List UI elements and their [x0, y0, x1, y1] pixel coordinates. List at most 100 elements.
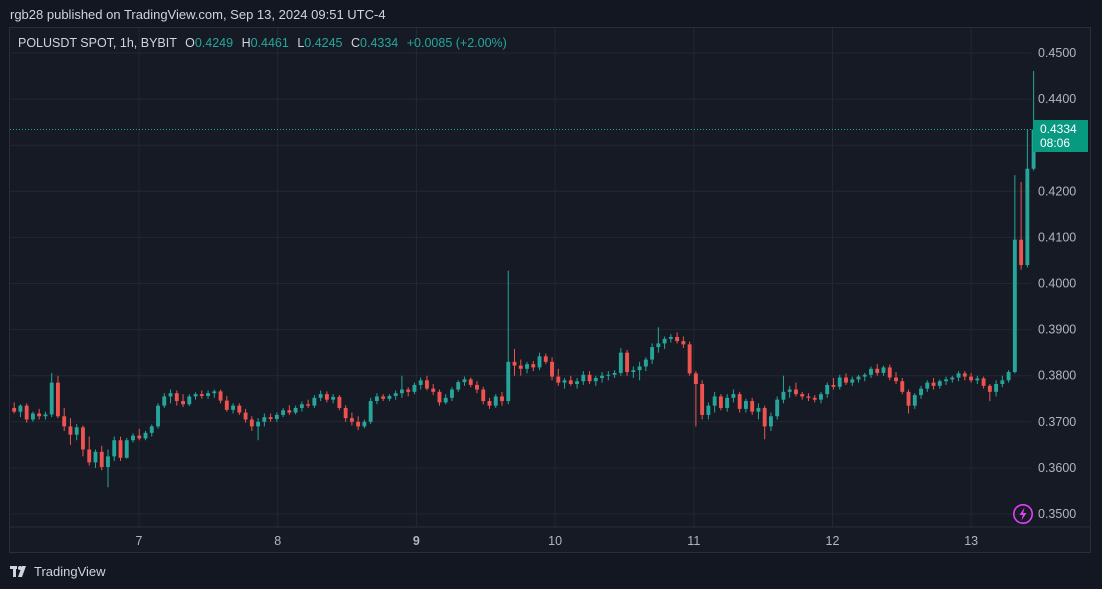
- candle-body: [1012, 239, 1017, 373]
- candle-body: [775, 399, 780, 417]
- candle-body: [850, 379, 855, 383]
- y-tick-label: 0.4100: [1038, 230, 1076, 244]
- bar-countdown: 08:06: [1040, 136, 1071, 150]
- candle-body: [712, 396, 717, 406]
- candle-body: [312, 397, 317, 406]
- published-header: rgb28 published on TradingView.com, Sep …: [10, 7, 386, 22]
- candle-body: [156, 405, 160, 427]
- y-tick-label: 0.4000: [1038, 277, 1076, 291]
- candle-body: [593, 378, 598, 382]
- candle-body: [481, 389, 486, 402]
- candle-body: [306, 404, 311, 406]
- y-tick-label: 0.3500: [1038, 507, 1076, 521]
- candle-body: [562, 380, 567, 383]
- candle-body: [687, 344, 692, 374]
- candle-body: [243, 412, 248, 420]
- candle-body: [931, 382, 936, 386]
- candle-body: [356, 421, 361, 427]
- x-tick-label: 10: [548, 534, 562, 548]
- candle-body: [337, 396, 342, 408]
- candle-body: [825, 384, 830, 395]
- candles: [12, 70, 1036, 488]
- candle-body: [1000, 380, 1005, 384]
- y-tick-label: 0.3900: [1038, 323, 1076, 337]
- candle-body: [112, 440, 117, 457]
- candle-body: [631, 370, 636, 373]
- candle-body: [199, 394, 204, 396]
- candle-body: [969, 376, 974, 381]
- candle-body: [37, 413, 42, 417]
- y-tick-label: 0.4500: [1038, 46, 1076, 60]
- y-tick-label: 0.3600: [1038, 461, 1076, 475]
- candle-body: [625, 352, 630, 373]
- candle-body: [894, 377, 898, 382]
- symbol-label[interactable]: POLUSDT SPOT, 1h, BYBIT: [18, 36, 177, 50]
- candle-body: [656, 343, 661, 348]
- close-label: C: [350, 36, 361, 50]
- candle-body: [612, 372, 617, 375]
- candle-body: [406, 389, 411, 392]
- candle-body: [831, 384, 836, 387]
- candle-body: [812, 397, 817, 400]
- ohlc-legend: POLUSDT SPOT, 1h, BYBIT O0.4249 H0.4461 …: [18, 36, 507, 50]
- x-tick-label: 7: [136, 534, 143, 548]
- candle-body: [787, 389, 792, 392]
- candle-body: [74, 427, 79, 435]
- candle-body: [349, 418, 354, 422]
- candle-body: [418, 380, 423, 385]
- candle-body: [794, 389, 798, 395]
- candle-body: [819, 394, 823, 400]
- candle-body: [875, 368, 880, 373]
- candle-body: [981, 378, 986, 386]
- open-value: 0.4249: [194, 36, 234, 50]
- candle-body: [281, 410, 286, 415]
- candle-body: [693, 373, 698, 384]
- candle-body: [299, 404, 304, 408]
- candle-body: [118, 440, 123, 458]
- candle-body: [537, 356, 542, 368]
- candle-body: [862, 374, 867, 377]
- candle-body: [99, 451, 104, 467]
- x-tick-label: 8: [274, 534, 281, 548]
- candle-body: [1019, 239, 1024, 266]
- candle-body: [750, 401, 755, 412]
- low-label: L: [297, 36, 305, 50]
- x-tick-label: 9: [413, 534, 420, 548]
- candle-body: [600, 375, 605, 379]
- candle-body: [956, 373, 961, 378]
- candle-body: [393, 393, 398, 396]
- candle-body: [768, 416, 773, 427]
- candle-body: [718, 396, 723, 408]
- candle-body: [368, 401, 373, 422]
- low-value: 0.4245: [304, 36, 343, 50]
- candle-body: [249, 419, 254, 427]
- last-price-value: 0.4334: [1040, 122, 1077, 136]
- close-value: 0.4334: [360, 36, 399, 50]
- candle-body: [919, 388, 923, 396]
- candle-body: [362, 421, 367, 427]
- candle-body: [987, 385, 992, 392]
- candle-body: [587, 374, 592, 382]
- tradingview-logo-icon: [10, 566, 26, 577]
- candle-body: [256, 421, 261, 427]
- time-axis[interactable]: 7 8 9 10 11 12 13: [136, 534, 979, 548]
- candle-body: [237, 405, 242, 413]
- candle-body: [93, 451, 98, 463]
- footer-brand[interactable]: TradingView: [34, 564, 106, 579]
- candle-body: [1006, 372, 1011, 381]
- candle-body: [24, 405, 29, 420]
- candle-body: [318, 394, 323, 398]
- candle-body: [556, 376, 561, 383]
- candle-body: [493, 396, 498, 406]
- candle-body: [668, 336, 673, 339]
- candle-body: [637, 366, 642, 371]
- candle-body: [525, 364, 529, 369]
- candle-body: [81, 427, 85, 450]
- price-axis[interactable]: 0.45000.44000.43000.42000.41000.40000.39…: [1038, 46, 1076, 521]
- candle-body: [844, 377, 848, 383]
- y-tick-label: 0.4200: [1038, 184, 1076, 198]
- chart-frame[interactable]: [9, 27, 1091, 553]
- lightning-bolt-icon[interactable]: [1012, 503, 1034, 525]
- footer: TradingView: [10, 564, 106, 579]
